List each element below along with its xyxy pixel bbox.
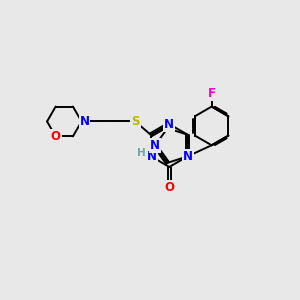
Text: H: H <box>137 148 146 158</box>
Text: N: N <box>183 150 193 163</box>
Text: N: N <box>164 118 174 130</box>
Text: O: O <box>164 181 174 194</box>
Text: N: N <box>80 115 89 128</box>
Text: N: N <box>150 139 160 152</box>
Text: O: O <box>51 130 61 143</box>
Text: S: S <box>131 115 140 128</box>
Text: F: F <box>208 87 216 100</box>
Text: N: N <box>147 150 157 163</box>
